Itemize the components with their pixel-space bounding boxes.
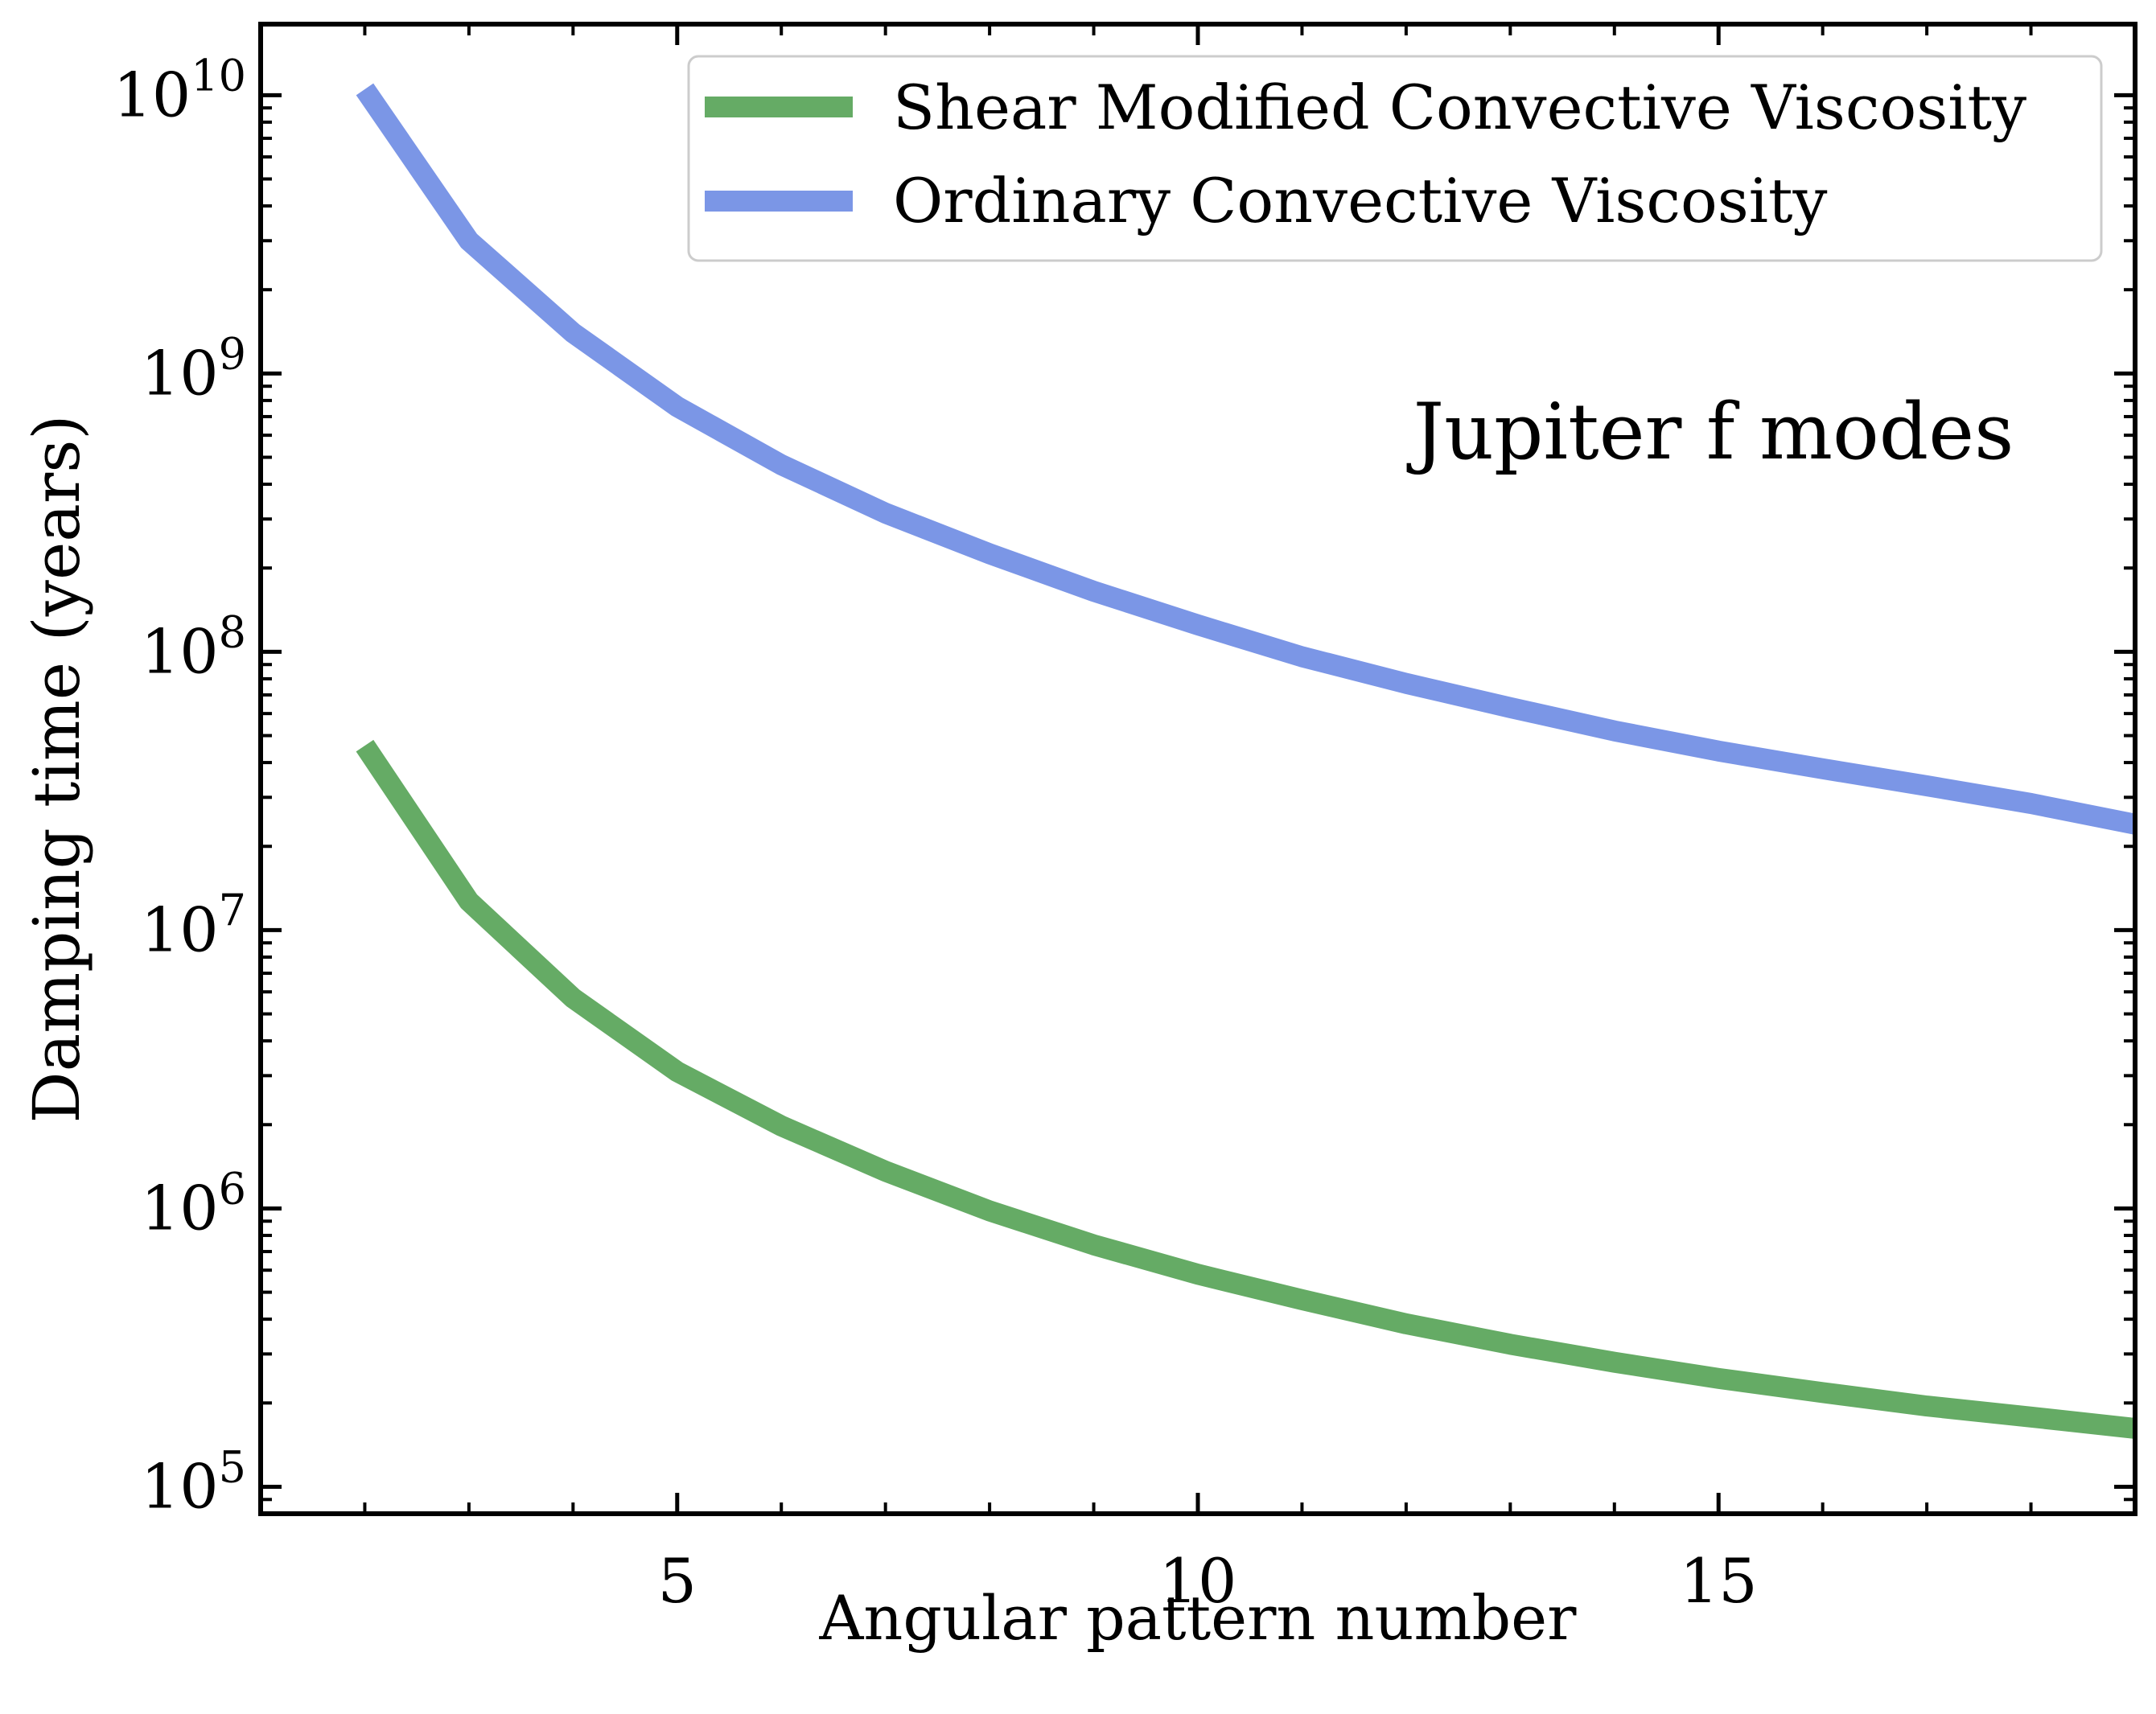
legend-label-shear: Shear Modified Convective Viscosity xyxy=(893,72,2026,143)
y-axis-label: Damping time (years) xyxy=(19,415,94,1124)
y-tick-label: 108 xyxy=(141,606,246,687)
major-ticks xyxy=(261,24,2135,1514)
series-layer xyxy=(356,83,2135,1439)
y-tick-label: 106 xyxy=(141,1163,246,1243)
legend-box xyxy=(687,55,2103,262)
y-tick-label: 107 xyxy=(141,885,246,965)
x-axis-label: Angular pattern number xyxy=(819,1582,1578,1654)
x-tick-label: 15 xyxy=(1680,1545,1758,1617)
x-tick-label: 10 xyxy=(1159,1545,1237,1617)
x-tick-label: 5 xyxy=(658,1545,697,1617)
y-tick-label: 105 xyxy=(141,1441,246,1522)
plot-frame xyxy=(258,22,2137,1516)
x-tick-labels: 5 10 15 xyxy=(658,1545,1758,1617)
y-tick-label: 1010 xyxy=(113,50,246,130)
y-tick-labels: 105 106 107 108 109 1010 xyxy=(113,50,246,1522)
legend-label-ordinary: Ordinary Convective Viscosity xyxy=(893,165,1828,236)
series-line-1 xyxy=(356,83,2135,835)
series-line-0 xyxy=(356,739,2135,1439)
legend: Shear Modified Convective Viscosity Ordi… xyxy=(687,55,2103,262)
chart-annotation: Jupiter f modes xyxy=(1406,387,2014,477)
y-tick-label: 109 xyxy=(141,328,246,409)
